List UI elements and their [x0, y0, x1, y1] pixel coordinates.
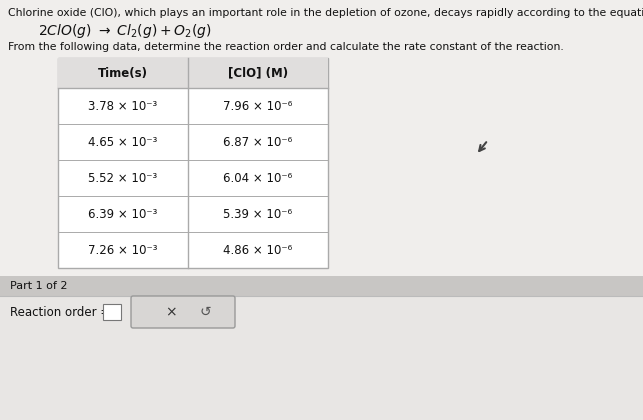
Bar	[0, 296, 643, 420]
Text: 4.65 × 10⁻³: 4.65 × 10⁻³	[88, 136, 158, 149]
Text: ×: ×	[165, 305, 177, 319]
Bar	[58, 58, 328, 268]
Text: Reaction order =: Reaction order =	[10, 305, 110, 318]
Text: 6.87 × 10⁻⁶: 6.87 × 10⁻⁶	[223, 136, 293, 149]
Text: $\mathit{2ClO(g)}$ $\rightarrow$ $\mathit{Cl_2(g) + O_2(g)}$: $\mathit{2ClO(g)}$ $\rightarrow$ $\mathi…	[38, 22, 212, 40]
FancyBboxPatch shape	[131, 296, 235, 328]
Text: 6.39 × 10⁻³: 6.39 × 10⁻³	[88, 207, 158, 220]
Text: 5.39 × 10⁻⁶: 5.39 × 10⁻⁶	[223, 207, 293, 220]
Text: Time(s): Time(s)	[98, 66, 148, 79]
Text: Part 1 of 2: Part 1 of 2	[10, 281, 68, 291]
Text: 7.26 × 10⁻³: 7.26 × 10⁻³	[88, 244, 158, 257]
Text: 6.04 × 10⁻⁶: 6.04 × 10⁻⁶	[223, 171, 293, 184]
Text: ↺: ↺	[199, 305, 211, 319]
Bar	[0, 276, 643, 296]
Bar	[103, 304, 121, 320]
Text: From the following data, determine the reaction order and calculate the rate con: From the following data, determine the r…	[8, 42, 564, 52]
Text: Chlorine oxide (ClO), which plays an important role in the depletion of ozone, d: Chlorine oxide (ClO), which plays an imp…	[8, 8, 643, 18]
Bar	[58, 58, 328, 88]
Text: [ClO] (M): [ClO] (M)	[228, 66, 288, 79]
Text: 3.78 × 10⁻³: 3.78 × 10⁻³	[88, 100, 158, 113]
Text: 7.96 × 10⁻⁶: 7.96 × 10⁻⁶	[223, 100, 293, 113]
Text: 5.52 × 10⁻³: 5.52 × 10⁻³	[88, 171, 158, 184]
Text: 4.86 × 10⁻⁶: 4.86 × 10⁻⁶	[223, 244, 293, 257]
